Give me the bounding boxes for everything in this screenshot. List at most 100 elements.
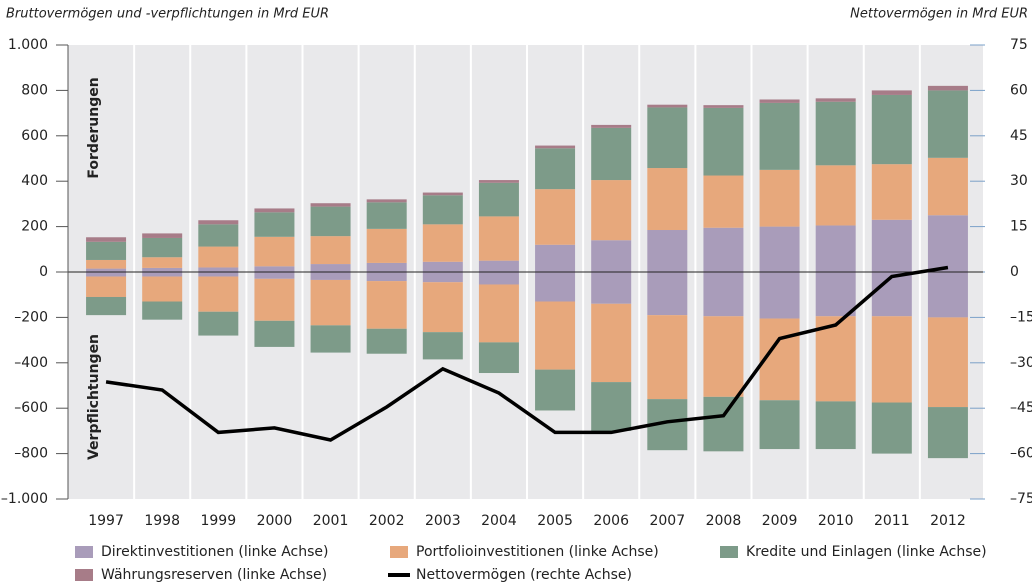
x-tick-label: 2007 bbox=[649, 513, 685, 529]
bar-segment bbox=[254, 320, 295, 347]
annotation: Forderungen bbox=[86, 77, 102, 178]
legend-label: Nettovermögen (rechte Achse) bbox=[416, 567, 632, 583]
bar-segment bbox=[478, 284, 519, 343]
legend-label: Kredite und Einlagen (linke Achse) bbox=[746, 544, 987, 560]
bar-segment bbox=[142, 257, 183, 268]
bar-segment bbox=[142, 276, 183, 302]
bar-segment bbox=[535, 244, 576, 272]
bar-segment bbox=[815, 316, 856, 402]
legend-label: Währungsreserven (linke Achse) bbox=[101, 567, 327, 583]
y-tick-label: –800 bbox=[14, 446, 48, 462]
bar-segment bbox=[86, 272, 127, 277]
bar-segment bbox=[871, 164, 912, 220]
bar-segment bbox=[647, 107, 688, 169]
y-tick-label: 200 bbox=[21, 219, 48, 235]
bar-segment bbox=[647, 230, 688, 272]
bar-segment bbox=[366, 281, 407, 329]
bar-segment bbox=[142, 267, 183, 272]
bar-segment bbox=[142, 233, 183, 238]
bar-segment bbox=[591, 180, 632, 241]
x-tick-label: 1997 bbox=[88, 513, 124, 529]
x-tick-label: 2011 bbox=[874, 513, 910, 529]
bar-segment bbox=[815, 101, 856, 166]
bar-segment bbox=[366, 262, 407, 272]
x-tick-label: 2004 bbox=[481, 513, 517, 529]
bar-segment bbox=[422, 272, 463, 283]
y-tick-label: –1.000 bbox=[1, 491, 48, 507]
y2-tick-label: 75 bbox=[1010, 37, 1028, 53]
bar-segment bbox=[703, 105, 744, 108]
y-tick-label: 600 bbox=[21, 128, 48, 144]
bar-segment bbox=[927, 85, 968, 91]
left-header: Bruttovermögen und -verpflichtungen in M… bbox=[6, 7, 329, 22]
bar-segment bbox=[198, 311, 239, 336]
legend-label: Direktinvestitionen (linke Achse) bbox=[101, 544, 328, 560]
bar-segment bbox=[198, 272, 239, 277]
bar-segment bbox=[254, 236, 295, 267]
bar-segment bbox=[759, 272, 800, 319]
bar-segment bbox=[927, 90, 968, 158]
y-tick-label: –400 bbox=[14, 355, 48, 371]
bar-segment bbox=[871, 90, 912, 95]
x-tick-label: 2005 bbox=[537, 513, 573, 529]
bar-segment bbox=[815, 165, 856, 226]
y2-tick-label: 60 bbox=[1010, 82, 1028, 98]
bar-segment bbox=[591, 272, 632, 304]
legend-marker bbox=[720, 546, 738, 558]
y2-tick-label: –60 bbox=[1010, 446, 1032, 462]
bar-segment bbox=[871, 272, 912, 317]
bar-segment bbox=[310, 325, 351, 353]
bar-segment bbox=[310, 272, 351, 280]
bar-segment bbox=[703, 396, 744, 452]
bar-segment bbox=[535, 301, 576, 370]
bar-segment bbox=[815, 401, 856, 450]
x-tick-label: 2001 bbox=[313, 513, 349, 529]
y2-tick-label: –45 bbox=[1010, 400, 1032, 416]
bar-segment bbox=[815, 225, 856, 272]
bar-segment bbox=[535, 148, 576, 190]
y-tick-label: 800 bbox=[21, 82, 48, 98]
bar-segment bbox=[535, 189, 576, 245]
bar-segment bbox=[759, 169, 800, 227]
x-tick-label: 2008 bbox=[706, 513, 742, 529]
bar-segment bbox=[535, 272, 576, 302]
bar-segment bbox=[310, 203, 351, 207]
y2-tick-label: 0 bbox=[1010, 264, 1019, 280]
bar-segment bbox=[535, 369, 576, 411]
bar-segment bbox=[310, 236, 351, 265]
bar-segment bbox=[86, 268, 127, 272]
bar-segment bbox=[815, 98, 856, 102]
net-line bbox=[105, 265, 949, 442]
y-tick-label: –200 bbox=[14, 309, 48, 325]
bar-segment bbox=[198, 267, 239, 272]
bar-segment bbox=[478, 272, 519, 285]
bar-segment bbox=[927, 272, 968, 318]
bar-segment bbox=[478, 180, 519, 183]
x-tick-label: 2012 bbox=[930, 513, 966, 529]
bar-segment bbox=[703, 227, 744, 272]
bar-segment bbox=[703, 175, 744, 228]
y2-tick-label: 30 bbox=[1010, 173, 1028, 189]
bar-segment bbox=[366, 328, 407, 354]
bar-segment bbox=[86, 241, 127, 260]
bar-segment bbox=[927, 157, 968, 216]
legend-label: Portfolioinvestitionen (linke Achse) bbox=[416, 544, 659, 560]
bar-segment bbox=[478, 260, 519, 272]
bar-segment bbox=[703, 107, 744, 176]
bar-segment bbox=[591, 127, 632, 181]
y2-tick-label: –30 bbox=[1010, 355, 1032, 371]
bar-segment bbox=[422, 332, 463, 360]
x-tick-label: 2002 bbox=[369, 513, 405, 529]
bar-segment bbox=[86, 259, 127, 269]
y2-tick-label: –15 bbox=[1010, 309, 1032, 325]
bar-segment bbox=[703, 272, 744, 317]
y-tick-label: 400 bbox=[21, 173, 48, 189]
bar-segment bbox=[927, 407, 968, 459]
legend-marker bbox=[75, 569, 93, 581]
bar-segment bbox=[422, 224, 463, 262]
y2-tick-label: 45 bbox=[1010, 128, 1028, 144]
bar-segment bbox=[591, 240, 632, 272]
bar-segment bbox=[759, 102, 800, 170]
bar-segment bbox=[759, 400, 800, 450]
bar-segment bbox=[647, 104, 688, 108]
